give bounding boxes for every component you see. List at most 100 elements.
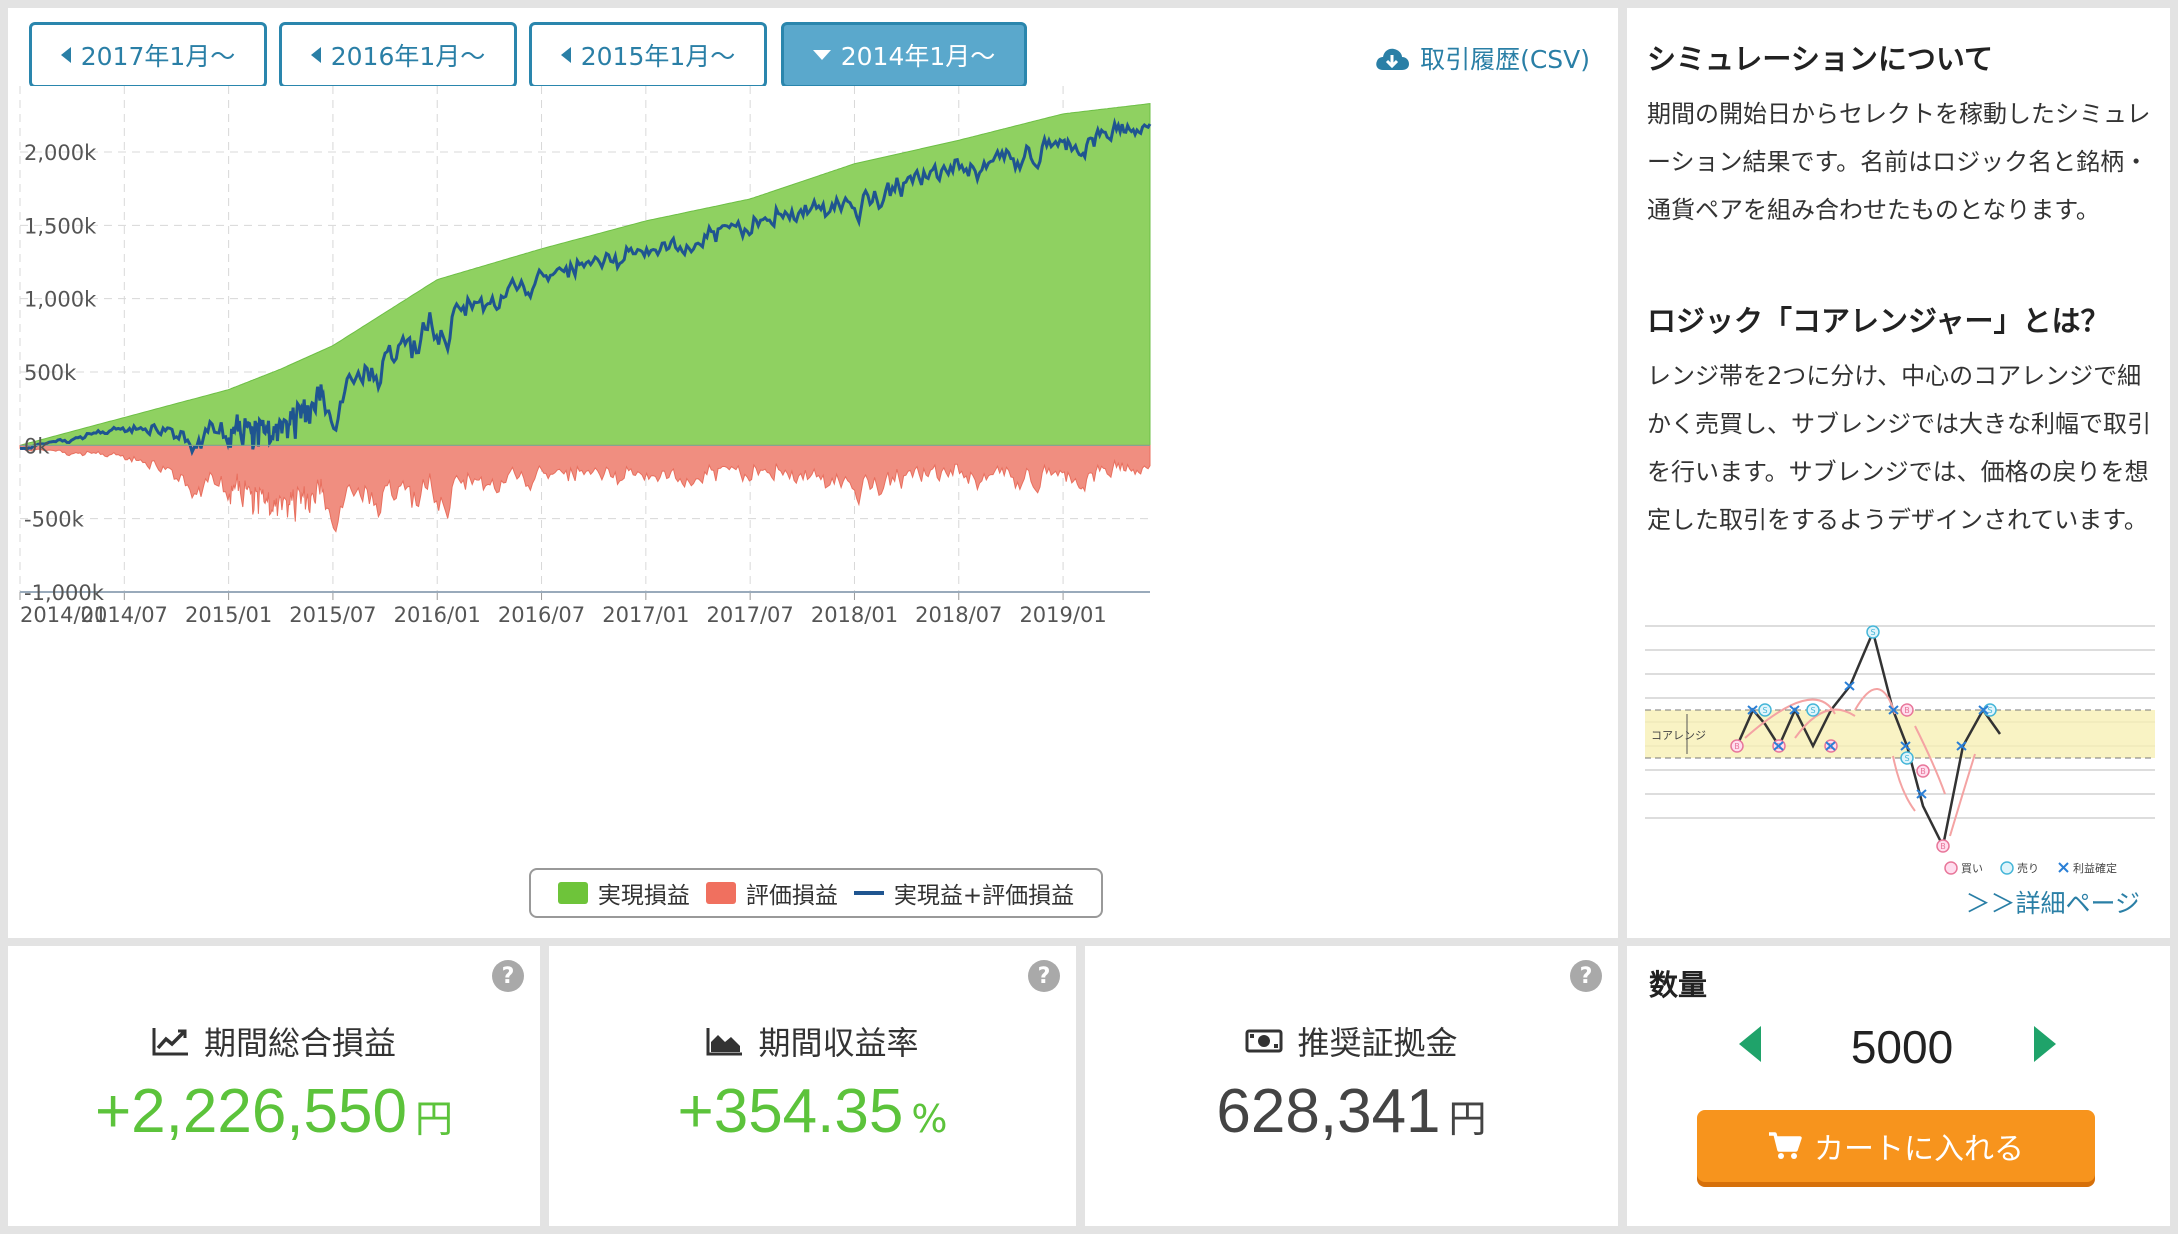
diagram-legend-buy: 買い: [1961, 862, 1983, 875]
caret-left-icon: [560, 47, 571, 63]
buy-marker: B: [1916, 764, 1930, 778]
y-tick-label: -1,000k: [24, 581, 105, 605]
buy-marker: B: [1936, 839, 1950, 853]
cart-button-label: カートに入れる: [1814, 1132, 2024, 1167]
caret-left-icon: [60, 47, 71, 63]
series-realized-area: [19, 103, 1151, 446]
x-tick-label: 2016/07: [498, 603, 585, 627]
chart-labels: 2,000k 1,500k 1,000k 500k 0k -500k -1,000k2014…: [20, 141, 1107, 627]
svg-text:B: B: [1920, 767, 1926, 776]
take-profit-markers: [1747, 681, 1989, 799]
help-icon[interactable]: ?: [492, 960, 524, 992]
line-chart-icon: [152, 1028, 188, 1056]
x-tick-label: 2016/01: [394, 603, 481, 627]
buy-marker: B: [1730, 739, 1744, 753]
x-tick-label: 2014/01: [20, 603, 107, 627]
quantity-decrease-button[interactable]: [1739, 1026, 1761, 1062]
chart-legend: 実現損益 評価損益 実現益+評価損益: [529, 868, 1103, 918]
y-tick-label: 0k: [24, 434, 50, 458]
pnl-chart: 2,000k 1,500k 1,000k 500k 0k -500k -1,000k2014…: [19, 86, 1152, 627]
kpi-recommended-margin: ? 推奨証拠金 628,341 円: [1085, 946, 1618, 1226]
core-range-band: [1645, 710, 2155, 758]
info-title-logic: ロジック「コアレンジャー」とは？: [1647, 304, 2110, 338]
quantity-increase-button[interactable]: [2034, 1026, 2056, 1062]
csv-link-label: 取引履歴(CSV): [1420, 45, 1590, 74]
svg-text:S: S: [1987, 706, 1992, 715]
svg-text:B: B: [1904, 706, 1910, 715]
core-range-label: コアレンジ: [1651, 729, 1706, 742]
diagram-legend-take-profit: 利益確定: [2073, 861, 2117, 875]
legend-label: 評価損益: [745, 883, 838, 909]
range-button-label: 2014年1月〜: [840, 42, 996, 71]
x-tick-label: 2017/07: [707, 603, 794, 627]
kpi-unit: 円: [415, 1097, 454, 1141]
sell-marker: S: [1758, 703, 1772, 717]
x-tick-label: 2018/01: [811, 603, 898, 627]
kpi-return-rate: ? 期間収益率 +354.35 %: [549, 946, 1076, 1226]
quantity-title: 数量: [1649, 968, 1708, 1002]
legend-item-total[interactable]: 実現益+評価損益: [853, 876, 1075, 910]
kpi-label: 期間総合損益: [203, 1024, 396, 1062]
x-tick-label: 2018/07: [915, 603, 1002, 627]
legend-label: 実現益+評価損益: [893, 883, 1075, 909]
quantity-value[interactable]: 5000: [1850, 1021, 1954, 1073]
range-button-2014[interactable]: 2014年1月〜: [781, 22, 1027, 88]
y-tick-label: -500k: [24, 508, 85, 532]
info-text-simulation: 期間の開始日からセレクトを稼動したシミュレーション結果です。名前はロジック名と銘…: [1647, 100, 2151, 224]
info-panel: シミュレーションについて 期間の開始日からセレクトを稼動したシミュレーション結果…: [1627, 8, 2170, 938]
svg-text:B: B: [1940, 842, 1946, 851]
x-tick-label: 2017/01: [602, 603, 689, 627]
chart-panel: 2017年1月〜 2016年1月〜 2015年1月〜 2014年1月〜 取引履歴…: [8, 8, 1618, 938]
svg-text:S: S: [1762, 706, 1767, 715]
svg-text:B: B: [1734, 742, 1740, 751]
legend-swatch: [557, 882, 588, 904]
kpi-value: +354.35: [677, 1077, 904, 1146]
kpi-label: 推奨証拠金: [1297, 1024, 1458, 1062]
sell-marker: S: [1866, 625, 1880, 639]
range-button-2015[interactable]: 2015年1月〜: [529, 22, 767, 88]
info-text-logic: レンジ帯を2つに分け、中心のコアレンジで細かく売買し、サブレンジでは大きな利幅で…: [1647, 362, 2151, 534]
add-to-cart-button[interactable]: カートに入れる: [1697, 1110, 2095, 1182]
quantity-panel: 数量 5000 カートに入れる: [1627, 946, 2170, 1226]
chart-areas: [19, 103, 1152, 533]
money-icon: [1245, 1029, 1283, 1053]
sell-marker: S: [1806, 703, 1820, 717]
range-button-label: 2016年1月〜: [330, 42, 486, 71]
legend-item-unrealized[interactable]: 評価損益: [705, 876, 838, 910]
kpi-value: 628,341: [1216, 1077, 1441, 1146]
range-button-2016[interactable]: 2016年1月〜: [279, 22, 517, 88]
kpi-total-profit: ? 期間総合損益 +2,226,550 円: [8, 946, 540, 1226]
series-unrealized-area: [19, 444, 1151, 533]
help-icon[interactable]: ?: [1028, 960, 1060, 992]
help-icon[interactable]: ?: [1570, 960, 1602, 992]
y-tick-label: 500k: [24, 361, 77, 385]
cloud-download-icon: [1376, 48, 1410, 70]
legend-item-realized[interactable]: 実現損益: [557, 876, 690, 910]
caret-left-icon: [310, 47, 321, 63]
range-button-label: 2017年1月〜: [80, 42, 236, 71]
kpi-label: 期間収益率: [758, 1024, 919, 1062]
x-tick-label: 2015/01: [185, 603, 272, 627]
range-button-label: 2015年1月〜: [580, 42, 736, 71]
y-tick-label: 1,500k: [24, 214, 97, 238]
range-button-2017[interactable]: 2017年1月〜: [29, 22, 267, 88]
y-tick-label: 1,000k: [24, 288, 97, 312]
series-total-line: [19, 117, 1152, 457]
sell-marker: S: [1900, 751, 1914, 765]
svg-text:S: S: [1810, 706, 1815, 715]
csv-download-link[interactable]: 取引履歴(CSV): [1374, 40, 1590, 76]
kpi-unit: %: [911, 1097, 948, 1141]
detail-page-link[interactable]: ＞＞詳細ページ: [1965, 889, 2140, 918]
x-tick-label: 2019/01: [1019, 603, 1106, 627]
legend-label: 実現損益: [597, 883, 690, 909]
cart-icon: [1769, 1132, 1802, 1159]
area-chart-icon: [706, 1028, 743, 1056]
x-tick-label: 2014/07: [81, 603, 168, 627]
x-tick-label: 2015/07: [289, 603, 376, 627]
info-title-simulation: シミュレーションについて: [1647, 42, 1993, 76]
legend-swatch: [705, 882, 736, 904]
y-tick-label: 2,000k: [24, 141, 97, 165]
legend-line-swatch: [853, 891, 884, 895]
caret-down-icon: [812, 50, 831, 60]
core-ranger-diagram: コアレンジ B B B B B B S S S S S: [1645, 625, 2155, 875]
